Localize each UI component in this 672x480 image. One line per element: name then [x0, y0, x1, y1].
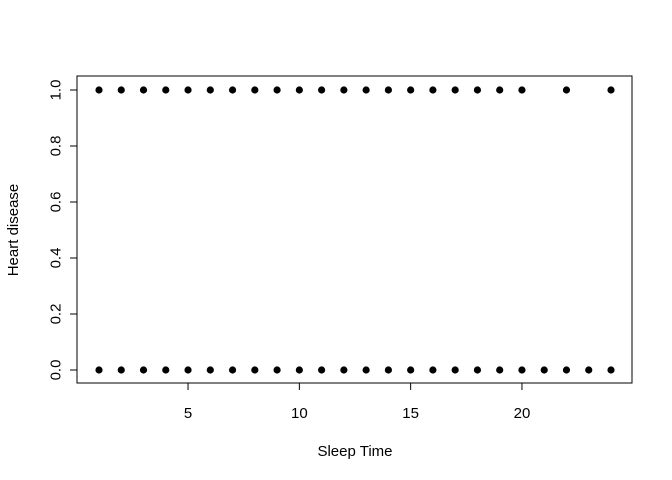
data-point: [585, 366, 593, 374]
data-point: [251, 366, 259, 374]
data-point: [407, 86, 415, 94]
data-point: [496, 366, 504, 374]
data-point: [139, 366, 148, 374]
data-point: [362, 86, 370, 94]
data-point: [95, 366, 103, 374]
data-point: [184, 86, 192, 94]
x-tick-label: 5: [184, 405, 192, 422]
data-point: [384, 366, 392, 374]
data-points: [95, 86, 615, 374]
y-tick-label: 1.0: [47, 80, 64, 101]
data-point: [206, 366, 214, 374]
data-point: [228, 86, 237, 94]
y-tick-label: 0.8: [47, 136, 64, 157]
data-point: [95, 86, 103, 94]
y-axis-label: Heart disease: [5, 184, 22, 277]
data-point: [384, 86, 392, 94]
data-point: [117, 366, 125, 374]
data-point: [429, 86, 437, 94]
x-tick-label: 10: [291, 405, 308, 422]
x-axis-label: Sleep Time: [317, 443, 392, 460]
data-point: [295, 366, 303, 374]
data-point: [206, 86, 214, 94]
data-point: [251, 86, 259, 94]
data-point: [340, 366, 348, 374]
data-point: [496, 86, 504, 94]
data-point: [340, 86, 348, 94]
y-tick-label: 0.6: [47, 192, 64, 213]
data-point: [518, 366, 526, 374]
data-point: [162, 366, 170, 374]
data-point: [295, 86, 303, 94]
data-point: [139, 86, 148, 94]
y-tick-label: 0.4: [47, 248, 64, 269]
data-point: [562, 86, 571, 94]
data-point: [117, 86, 125, 94]
x-tick-label: 15: [402, 405, 419, 422]
x-axis: 5 10 15 20: [184, 382, 531, 422]
data-point: [451, 366, 459, 374]
y-tick-label: 0.2: [47, 304, 64, 325]
data-point: [228, 366, 237, 374]
y-axis: 0.0 0.2 0.4 0.6 0.8 1.0: [47, 80, 78, 381]
data-point: [429, 366, 437, 374]
data-point: [273, 86, 281, 94]
data-point: [184, 366, 192, 374]
data-point: [362, 366, 370, 374]
plot-frame: [76, 75, 633, 384]
y-tick-label: 0.0: [47, 360, 64, 381]
data-point: [473, 86, 482, 94]
data-point: [607, 366, 615, 374]
data-point: [318, 86, 326, 94]
data-point: [318, 366, 326, 374]
data-point: [451, 86, 459, 94]
data-point: [518, 86, 526, 94]
data-point: [473, 366, 482, 374]
data-point: [407, 366, 415, 374]
data-point: [162, 86, 170, 94]
data-point: [607, 86, 615, 94]
data-point: [562, 366, 571, 374]
data-point: [540, 366, 548, 374]
x-tick-label: 20: [514, 405, 531, 422]
data-point: [273, 366, 281, 374]
